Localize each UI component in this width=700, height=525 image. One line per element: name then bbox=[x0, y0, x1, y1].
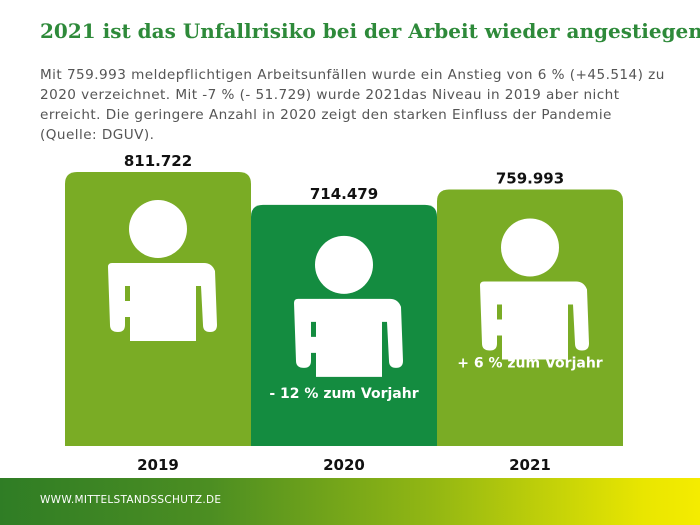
page-subtitle: Mit 759.993 meldepflichtigen Arbeitsunfä… bbox=[40, 67, 665, 143]
change-label-2021: + 6 % zum Vorjahr bbox=[457, 355, 603, 371]
category-label-2020: 2020 bbox=[323, 456, 365, 474]
footer-website-link[interactable]: WWW.MITTELSTANDSSCHUTZ.DE bbox=[40, 494, 222, 506]
value-label-2019: 811.722 bbox=[124, 152, 192, 170]
bar-chart: 811.722 2019 714.479 - 12 % zum Vorjahr 2020… bbox=[65, 152, 623, 474]
category-label-2021: 2021 bbox=[509, 456, 551, 474]
value-label-2020: 714.479 bbox=[310, 185, 378, 203]
footer-banner: WWW.MITTELSTANDSSCHUTZ.DE bbox=[0, 478, 700, 525]
value-label-2021: 759.993 bbox=[496, 169, 564, 187]
change-label-2020: - 12 % zum Vorjahr bbox=[269, 386, 418, 402]
page-title: 2021 ist das Unfallrisiko bei der Arbeit… bbox=[40, 19, 700, 43]
category-label-2019: 2019 bbox=[137, 456, 179, 474]
